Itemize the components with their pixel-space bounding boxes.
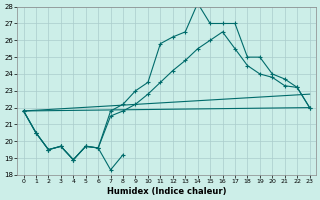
X-axis label: Humidex (Indice chaleur): Humidex (Indice chaleur) [107, 187, 226, 196]
